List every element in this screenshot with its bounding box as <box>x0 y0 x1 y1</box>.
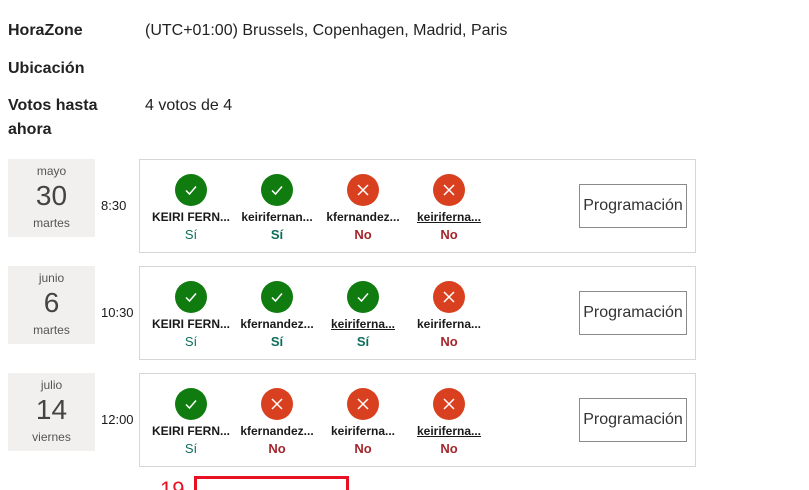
attendee-vote: KEIRI FERN... Sí <box>148 174 234 244</box>
close-icon <box>261 388 293 420</box>
attendee-name-link[interactable]: keirifernа... <box>416 424 482 438</box>
attendee-vote: keirifernа... No <box>320 388 406 458</box>
vote-answer: No <box>268 441 286 456</box>
date-day: 30 <box>35 180 68 211</box>
slot-card: KEIRI FERN... Sí keirifernan... Sí kfern… <box>139 159 696 253</box>
date-weekday: martes <box>33 216 70 230</box>
location-label: Ubicación <box>8 60 85 77</box>
vote-answer: Sí <box>270 227 284 242</box>
schedule-button[interactable]: Programación <box>579 184 687 228</box>
attendee-vote: keirifernа... No <box>406 174 492 244</box>
attendee-vote: kfernandez... Sí <box>234 281 320 351</box>
votes-value: 4 votos de 4 <box>145 97 233 114</box>
check-icon <box>261 174 293 206</box>
close-icon <box>433 174 465 206</box>
attendee-name: KEIRI FERN... <box>151 210 230 224</box>
slot-time: 8:30 <box>101 198 127 213</box>
date-day: 6 <box>43 287 60 318</box>
check-icon <box>261 281 293 313</box>
attendee-vote: kfernandez... No <box>234 388 320 458</box>
date-weekday: viernes <box>32 430 71 444</box>
date-weekday: martes <box>33 323 70 337</box>
check-icon <box>175 388 207 420</box>
vote-answer: No <box>440 441 458 456</box>
vote-answer: No <box>440 227 458 242</box>
attendee-name: kfernandez... <box>240 424 314 438</box>
vote-answer: Sí <box>270 334 284 349</box>
vote-answer: Sí <box>184 334 198 349</box>
votes-label-line2: ahora <box>8 121 52 138</box>
date-box: julio 14 viernes <box>8 373 95 451</box>
vote-answer: No <box>354 227 372 242</box>
timezone-label: HoraZone <box>8 22 83 39</box>
votes-label-line1: Votos hasta <box>8 97 98 114</box>
date-day: 14 <box>35 394 68 425</box>
attendee-name: kfernandez... <box>240 317 314 331</box>
attendee-vote: keirifernа... Sí <box>320 281 406 351</box>
attendee-vote: keirifernan... Sí <box>234 174 320 244</box>
attendee-name: keirifernа... <box>330 424 396 438</box>
date-month: junio <box>38 271 65 285</box>
date-box: mayo 30 martes <box>8 159 95 237</box>
attendee-name-link[interactable]: keirifernа... <box>330 317 396 331</box>
date-month: julio <box>40 378 63 392</box>
schedule-button[interactable]: Programación <box>579 291 687 335</box>
date-month: mayo <box>36 164 67 178</box>
attendee-name: keirifernа... <box>416 317 482 331</box>
close-icon <box>433 388 465 420</box>
timezone-value: (UTC+01:00) Brussels, Copenhagen, Madrid… <box>145 22 508 39</box>
close-icon <box>347 388 379 420</box>
attendee-vote: KEIRI FERN... Sí <box>148 388 234 458</box>
slot-card: KEIRI FERN... Sí kfernandez... No keirif… <box>139 373 696 467</box>
vote-answer: No <box>440 334 458 349</box>
date-box: junio 6 martes <box>8 266 95 344</box>
attendee-vote: keirifernа... No <box>406 281 492 351</box>
slot-time: 12:00 <box>101 412 134 427</box>
attendee-name: KEIRI FERN... <box>151 317 230 331</box>
check-icon <box>175 174 207 206</box>
attendee-name: kfernandez... <box>326 210 400 224</box>
close-icon <box>347 174 379 206</box>
check-icon <box>175 281 207 313</box>
close-icon <box>433 281 465 313</box>
highlight-box <box>194 476 349 490</box>
attendee-name-link[interactable]: keirifernа... <box>416 210 482 224</box>
next-slot-day: 19 <box>160 477 185 490</box>
vote-answer: Sí <box>356 334 370 349</box>
schedule-button[interactable]: Programación <box>579 398 687 442</box>
votes-label: Votos hasta ahora <box>8 94 98 142</box>
attendee-vote: keirifernа... No <box>406 388 492 458</box>
attendee-vote: kfernandez... No <box>320 174 406 244</box>
attendee-vote: KEIRI FERN... Sí <box>148 281 234 351</box>
slot-time: 10:30 <box>101 305 134 320</box>
slot-card: KEIRI FERN... Sí kfernandez... Sí keirif… <box>139 266 696 360</box>
attendee-name: KEIRI FERN... <box>151 424 230 438</box>
vote-answer: Sí <box>184 441 198 456</box>
check-icon <box>347 281 379 313</box>
vote-answer: No <box>354 441 372 456</box>
vote-answer: Sí <box>184 227 198 242</box>
attendee-name: keirifernan... <box>241 210 313 224</box>
